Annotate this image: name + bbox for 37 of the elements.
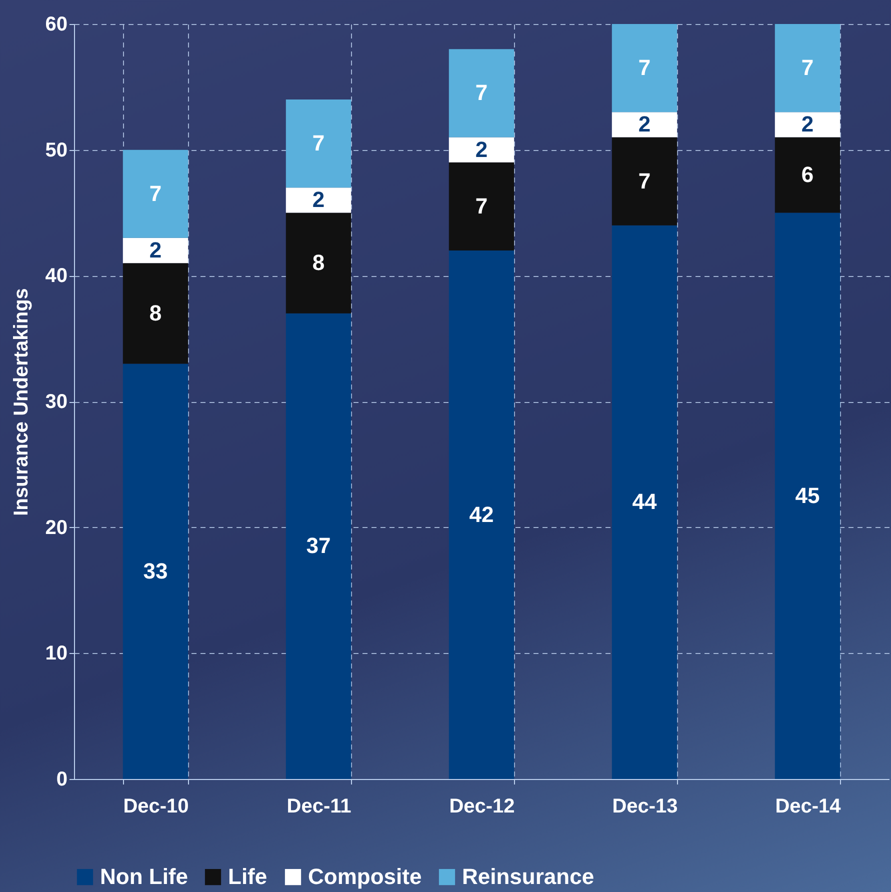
data-label: 6 bbox=[801, 162, 814, 187]
data-label: 33 bbox=[143, 558, 168, 584]
legend-label: Life bbox=[228, 864, 268, 889]
y-tick-label: 60 bbox=[45, 14, 68, 36]
data-label: 8 bbox=[312, 250, 325, 276]
data-label: 37 bbox=[306, 533, 331, 558]
data-label: 2 bbox=[475, 136, 488, 162]
legend-label: Composite bbox=[308, 864, 422, 889]
y-tick-label: 50 bbox=[45, 139, 68, 162]
y-tick-label: 40 bbox=[45, 265, 68, 288]
data-label: 2 bbox=[638, 112, 651, 137]
x-tick-label: Dec-10 bbox=[123, 796, 189, 818]
data-label: 2 bbox=[312, 187, 325, 212]
data-label: 7 bbox=[638, 55, 651, 80]
data-label: 7 bbox=[801, 55, 814, 80]
data-label: 7 bbox=[149, 180, 162, 206]
data-label: 7 bbox=[475, 193, 488, 218]
y-axis-title: Insurance Undertakings bbox=[10, 288, 32, 516]
x-tick-label: Dec-14 bbox=[775, 796, 842, 818]
data-label: 8 bbox=[149, 300, 162, 326]
data-label: 2 bbox=[801, 112, 814, 137]
data-label: 45 bbox=[795, 482, 820, 508]
legend-label: Non Life bbox=[100, 864, 188, 889]
data-label: 44 bbox=[632, 489, 658, 514]
x-tick-label: Dec-11 bbox=[286, 796, 352, 818]
x-tick-label: Dec-12 bbox=[449, 796, 515, 818]
data-label: 42 bbox=[469, 502, 494, 527]
y-tick-label: 30 bbox=[45, 391, 68, 413]
y-tick-label: 0 bbox=[56, 768, 68, 790]
data-label: 2 bbox=[149, 238, 162, 262]
legend-label: Reinsurance bbox=[462, 864, 594, 889]
data-label: 7 bbox=[475, 80, 488, 106]
data-label: 7 bbox=[312, 130, 325, 156]
x-tick-label: Dec-13 bbox=[612, 796, 678, 818]
y-tick-label: 10 bbox=[45, 642, 68, 665]
data-label: 7 bbox=[638, 168, 651, 194]
y-tick-label: 20 bbox=[45, 516, 68, 539]
